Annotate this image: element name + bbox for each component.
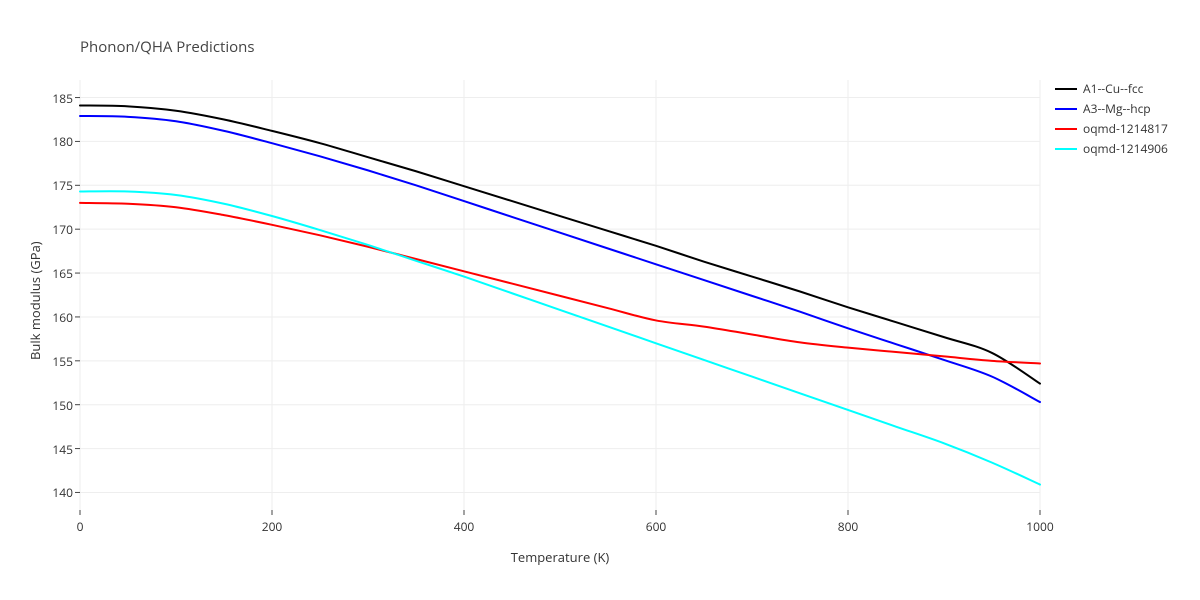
x-axis-label: Temperature (K) bbox=[0, 548, 1120, 566]
legend-item[interactable]: oqmd-1214817 bbox=[1055, 120, 1168, 137]
x-tick-label: 200 bbox=[252, 518, 292, 535]
legend-label: A3--Mg--hcp bbox=[1083, 100, 1151, 117]
axes-layer bbox=[0, 0, 1200, 600]
y-tick-label: 180 bbox=[35, 133, 73, 150]
legend-swatch bbox=[1055, 88, 1077, 90]
legend-label: A1--Cu--fcc bbox=[1083, 80, 1143, 97]
legend-label: oqmd-1214817 bbox=[1083, 120, 1168, 137]
legend-swatch bbox=[1055, 128, 1077, 130]
legend-swatch bbox=[1055, 108, 1077, 110]
y-tick-label: 175 bbox=[35, 177, 73, 194]
legend: A1--Cu--fcc A3--Mg--hcp oqmd-1214817 oqmd-1… bbox=[1055, 80, 1168, 160]
legend-item[interactable]: oqmd-1214906 bbox=[1055, 140, 1168, 157]
chart-container: Phonon/QHA Predictions 02004006008001000… bbox=[0, 0, 1200, 600]
legend-swatch bbox=[1055, 148, 1077, 150]
y-tick-label: 140 bbox=[35, 484, 73, 501]
y-tick-label: 145 bbox=[35, 441, 73, 458]
legend-label: oqmd-1214906 bbox=[1083, 140, 1168, 157]
x-tick-label: 400 bbox=[444, 518, 484, 535]
y-axis-label: Bulk modulus (GPa) bbox=[26, 241, 44, 360]
legend-item[interactable]: A3--Mg--hcp bbox=[1055, 100, 1168, 117]
x-tick-label: 0 bbox=[60, 518, 100, 535]
y-tick-label: 185 bbox=[35, 90, 73, 107]
x-tick-label: 800 bbox=[828, 518, 868, 535]
y-tick-label: 170 bbox=[35, 221, 73, 238]
x-tick-label: 600 bbox=[636, 518, 676, 535]
legend-item[interactable]: A1--Cu--fcc bbox=[1055, 80, 1168, 97]
x-tick-label: 1000 bbox=[1020, 518, 1060, 535]
y-tick-label: 150 bbox=[35, 397, 73, 414]
